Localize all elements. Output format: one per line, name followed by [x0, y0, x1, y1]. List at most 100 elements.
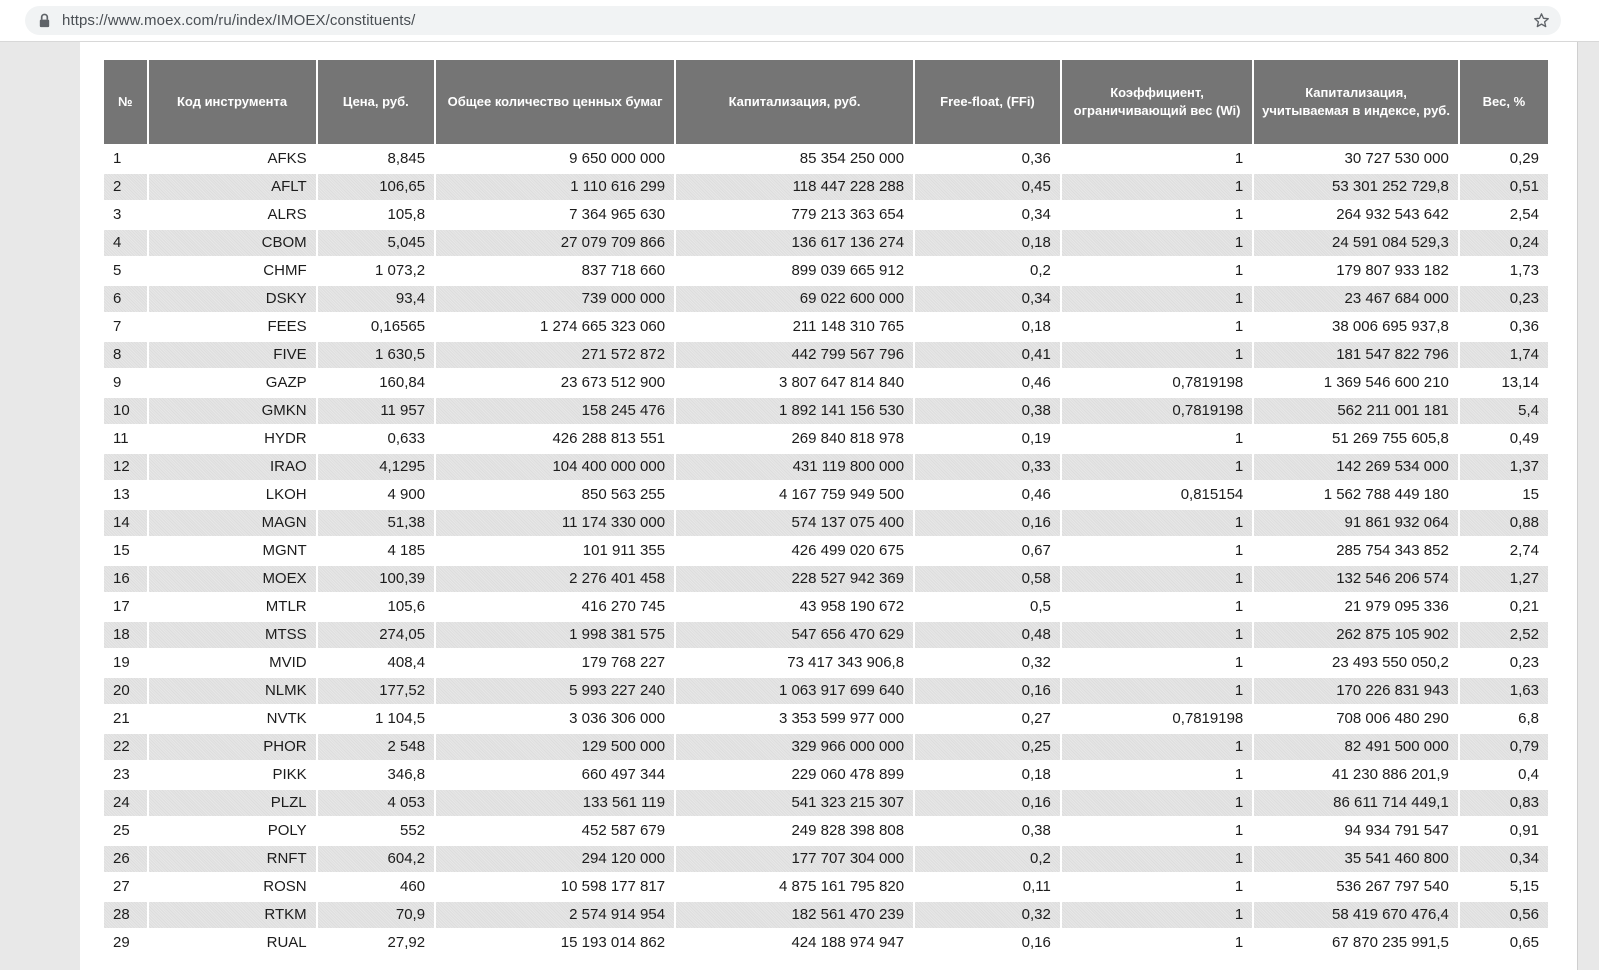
table-cell: 27,92 [317, 930, 435, 956]
table-row: 10 GMKN 11 957 158 245 476 1 892 141 156 530… [104, 398, 1548, 424]
table-cell: 51,38 [317, 510, 435, 536]
table-cell: IRAO [148, 454, 316, 480]
table-cell: 660 497 344 [436, 762, 675, 788]
table-cell: POLY [148, 818, 316, 844]
table-cell: 0,38 [915, 398, 1060, 424]
table-cell: 19 [104, 650, 147, 676]
table-cell: MGNT [148, 538, 316, 564]
table-cell: 15 193 014 862 [436, 930, 675, 956]
table-cell: 35 541 460 800 [1254, 846, 1458, 872]
table-cell: 329 966 000 000 [676, 734, 914, 760]
table-cell: 4 [104, 230, 147, 256]
table-cell: 541 323 215 307 [676, 790, 914, 816]
url-text[interactable]: https://www.moex.com/ru/index/IMOEX/cons… [62, 12, 416, 29]
table-cell: 0,25 [915, 734, 1060, 760]
table-cell: MOEX [148, 566, 316, 592]
table-cell: CBOM [148, 230, 316, 256]
column-header: Код инструмента [148, 60, 316, 144]
table-cell: DSKY [148, 286, 316, 312]
table-cell: 536 267 797 540 [1254, 874, 1458, 900]
table-cell: 118 447 228 288 [676, 174, 914, 200]
table-cell: 426 499 020 675 [676, 538, 914, 564]
table-cell: 416 270 745 [436, 594, 675, 620]
table-cell: 1 [1061, 314, 1253, 340]
table-cell: 739 000 000 [436, 286, 675, 312]
table-cell: 604,2 [317, 846, 435, 872]
url-bar[interactable]: https://www.moex.com/ru/index/IMOEX/cons… [25, 6, 1561, 35]
table-cell: 1 [1061, 622, 1253, 648]
table-cell: 0,16 [915, 510, 1060, 536]
table-cell: 562 211 001 181 [1254, 398, 1458, 424]
table-row: 28 RTKM 70,9 2 574 914 954 182 561 470 239 0,… [104, 902, 1548, 928]
table-cell: 0,29 [1459, 146, 1548, 172]
table-cell: 23 493 550 050,2 [1254, 650, 1458, 676]
table-cell: 1 063 917 699 640 [676, 678, 914, 704]
table-row: 15 MGNT 4 185 101 911 355 426 499 020 675 0,6… [104, 538, 1548, 564]
table-cell: 547 656 470 629 [676, 622, 914, 648]
table-cell: 22 [104, 734, 147, 760]
table-cell: 2,54 [1459, 202, 1548, 228]
table-cell: 0,16565 [317, 314, 435, 340]
table-cell: 0,24 [1459, 230, 1548, 256]
table-cell: 43 958 190 672 [676, 594, 914, 620]
table-cell: 101 911 355 [436, 538, 675, 564]
table-cell: 0,2 [915, 258, 1060, 284]
table-cell: 1 [1061, 426, 1253, 452]
table-cell: 708 006 480 290 [1254, 706, 1458, 732]
table-cell: 431 119 800 000 [676, 454, 914, 480]
table-cell: 38 006 695 937,8 [1254, 314, 1458, 340]
table-cell: 27 [104, 874, 147, 900]
table-row: 27 ROSN 460 10 598 177 817 4 875 161 795 820… [104, 874, 1548, 900]
table-row: 12 IRAO 4,1295 104 400 000 000 431 119 800 0… [104, 454, 1548, 480]
table-cell: 2 548 [317, 734, 435, 760]
lock-icon[interactable] [38, 13, 51, 28]
table-cell: 2 574 914 954 [436, 902, 675, 928]
table-cell: 899 039 665 912 [676, 258, 914, 284]
table-cell: 85 354 250 000 [676, 146, 914, 172]
table-cell: MTSS [148, 622, 316, 648]
table-row: 1 AFKS 8,845 9 650 000 000 85 354 250 000 0,3… [104, 146, 1548, 172]
table-cell: 0,45 [915, 174, 1060, 200]
table-row: 23 PIKK 346,8 660 497 344 229 060 478 899 0,1… [104, 762, 1548, 788]
table-cell: 16 [104, 566, 147, 592]
table-cell: 1 [1061, 846, 1253, 872]
table-cell: 0,36 [1459, 314, 1548, 340]
table-cell: 1 [1061, 902, 1253, 928]
table-cell: 779 213 363 654 [676, 202, 914, 228]
table-cell: 0,16 [915, 678, 1060, 704]
table-cell: 552 [317, 818, 435, 844]
table-cell: 0,51 [1459, 174, 1548, 200]
table-cell: 5,15 [1459, 874, 1548, 900]
table-row: 13 LKOH 4 900 850 563 255 4 167 759 949 500 0… [104, 482, 1548, 508]
table-cell: 2,74 [1459, 538, 1548, 564]
table-cell: 1 [1061, 538, 1253, 564]
table-cell: 27 079 709 866 [436, 230, 675, 256]
table-cell: 67 870 235 991,5 [1254, 930, 1458, 956]
table-cell: 1 [1061, 678, 1253, 704]
table-cell: 0,21 [1459, 594, 1548, 620]
table-cell: 7 [104, 314, 147, 340]
table-cell: 28 [104, 902, 147, 928]
table-cell: AFKS [148, 146, 316, 172]
table-cell: 8,845 [317, 146, 435, 172]
table-cell: 69 022 600 000 [676, 286, 914, 312]
table-cell: 11 [104, 426, 147, 452]
table-cell: MVID [148, 650, 316, 676]
table-cell: 5,045 [317, 230, 435, 256]
table-cell: 0,27 [915, 706, 1060, 732]
star-icon[interactable] [1532, 11, 1551, 30]
content-panel: № Код инструмента Цена, руб. Общее количест… [80, 42, 1578, 970]
table-row: 16 MOEX 100,39 2 276 401 458 228 527 942 369… [104, 566, 1548, 592]
table-cell: 4 167 759 949 500 [676, 482, 914, 508]
table-cell: 0,34 [1459, 846, 1548, 872]
table-cell: 24 591 084 529,3 [1254, 230, 1458, 256]
table-cell: 0,7819198 [1061, 370, 1253, 396]
table-cell: 0,5 [915, 594, 1060, 620]
table-cell: 25 [104, 818, 147, 844]
table-cell: 1,73 [1459, 258, 1548, 284]
table-row: 22 PHOR 2 548 129 500 000 329 966 000 000 0,2… [104, 734, 1548, 760]
table-cell: 1 073,2 [317, 258, 435, 284]
table-cell: 136 617 136 274 [676, 230, 914, 256]
table-cell: 132 546 206 574 [1254, 566, 1458, 592]
table-cell: 1,63 [1459, 678, 1548, 704]
